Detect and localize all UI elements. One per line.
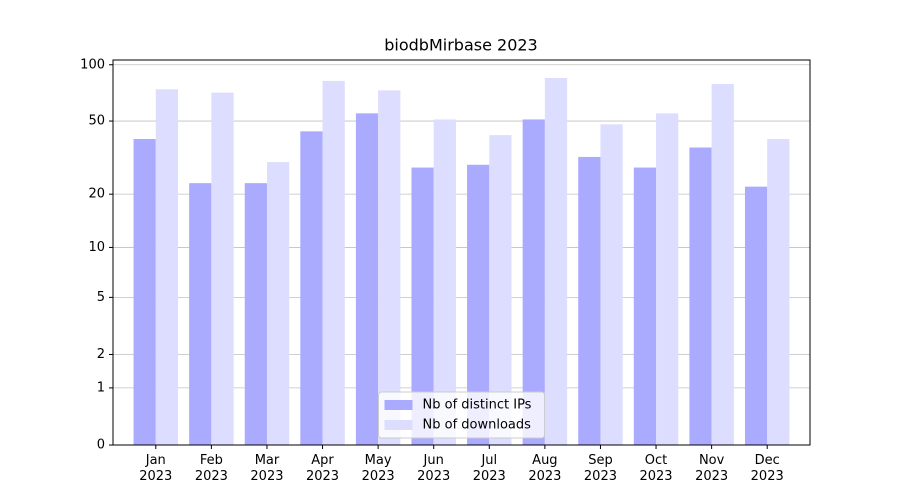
legend-label: Nb of downloads: [423, 418, 532, 433]
bar: [433, 119, 456, 445]
y-tick-label: 1: [97, 380, 105, 395]
x-tick-label: Jun 2023: [417, 453, 451, 484]
y-tick-label: 20: [88, 187, 105, 202]
legend-swatch: [384, 420, 413, 430]
x-tick-label: May 2023: [361, 453, 395, 484]
x-tick-label: Feb 2023: [194, 453, 228, 484]
bar: [689, 147, 712, 445]
x-tick-label: Sep 2023: [583, 453, 617, 484]
x-tick-label: Mar 2023: [250, 453, 284, 484]
x-tick-label: Aug 2023: [528, 453, 562, 484]
bar: [744, 186, 768, 446]
legend: Nb of distinct IPs Nb of downloads: [378, 391, 545, 439]
bar: [189, 183, 212, 445]
x-tick-label: Nov 2023: [695, 453, 729, 484]
bar: [633, 167, 657, 445]
bar: [300, 131, 323, 445]
bar: [767, 139, 790, 446]
bar: [578, 156, 601, 446]
plot-frame: [112, 59, 811, 446]
bar: [656, 113, 679, 445]
bar: [489, 135, 512, 446]
y-tick-label: 5: [97, 290, 105, 305]
bar: [467, 164, 490, 446]
x-tick-label: Apr 2023: [305, 453, 340, 484]
bar: [544, 78, 568, 446]
x-tick-label: Jul 2023: [472, 453, 506, 484]
x-tick-label: Dec 2023: [750, 453, 784, 484]
legend-box: [378, 391, 545, 439]
y-tick-label: 50: [88, 114, 105, 129]
chart-title: biodbMirbase 2023: [384, 36, 537, 55]
legend-swatch: [384, 400, 413, 410]
bar: [600, 124, 623, 445]
bar: [322, 80, 345, 446]
bar: [411, 167, 434, 445]
bar: [244, 183, 267, 445]
y-tick-label: 0: [97, 438, 105, 453]
bar: [133, 139, 156, 446]
bar: [266, 162, 290, 446]
bar: [711, 83, 734, 446]
bar: [211, 92, 234, 445]
x-tick-label: Oct 2023: [639, 453, 673, 484]
legend-label: Nb of distinct IPs: [423, 398, 532, 413]
bar: [155, 89, 179, 445]
x-tick-label: Jan 2023: [139, 453, 173, 484]
bar: [355, 113, 379, 445]
y-tick-label: 10: [88, 240, 105, 255]
bar: [378, 90, 401, 446]
bar: [522, 119, 545, 445]
y-tick-label: 100: [80, 57, 105, 72]
y-tick-label: 2: [97, 347, 105, 362]
